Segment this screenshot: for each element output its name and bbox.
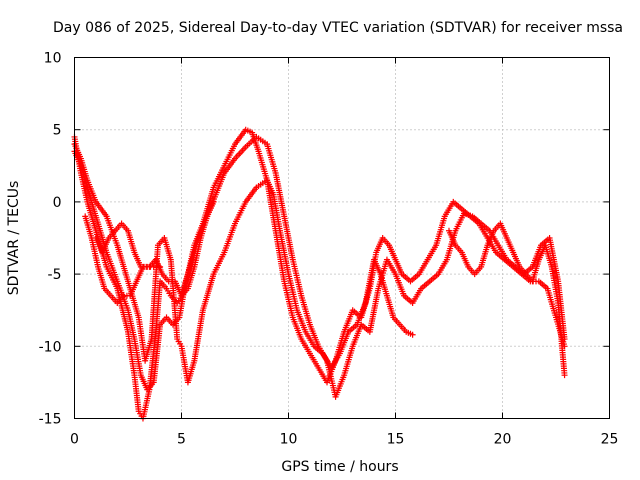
y-tick-label: 5 <box>53 123 62 139</box>
series-trace-4 <box>82 198 217 306</box>
y-tick-label: 0 <box>53 195 62 211</box>
y-tick-label: -5 <box>48 267 62 283</box>
plot-frame <box>74 57 610 419</box>
y-tick-label: -10 <box>39 339 62 355</box>
y-tick-label: 10 <box>44 51 62 67</box>
x-tick-label: 5 <box>177 432 186 448</box>
x-tick-label: 15 <box>387 432 405 448</box>
series-trace-2 <box>71 133 568 400</box>
x-tick-label: 10 <box>280 432 298 448</box>
data-point <box>210 198 217 205</box>
chart-title: Day 086 of 2025, Sidereal Day-to-day VTE… <box>53 20 623 36</box>
data-point <box>561 372 568 379</box>
series-trace-3 <box>71 141 416 386</box>
x-axis-label: GPS time / hours <box>281 459 398 475</box>
data-point <box>409 331 416 338</box>
series-trace-5 <box>92 220 164 270</box>
x-tick-label: 20 <box>494 432 512 448</box>
x-tick-label: 25 <box>601 432 619 448</box>
y-axis-label: SDTVAR / TECUs <box>6 181 22 296</box>
series-trace-6 <box>446 220 568 379</box>
data-point <box>157 263 164 270</box>
x-tick-label: 0 <box>70 432 79 448</box>
y-tick-label: -15 <box>39 412 62 428</box>
